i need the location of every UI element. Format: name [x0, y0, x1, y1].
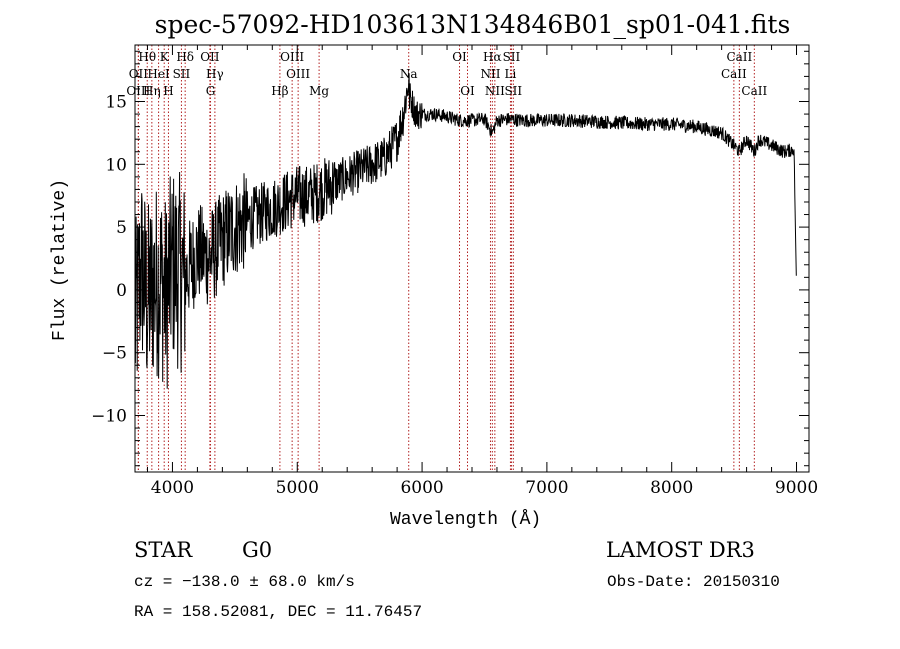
marker-label-OIII: OIII — [126, 84, 150, 98]
marker-label-Hδ: Hδ — [176, 50, 194, 64]
y-axis: −10 −5 0 5 10 15 — [91, 50, 809, 467]
spectrum-line — [134, 73, 797, 389]
marker-label-NII: NII — [485, 84, 505, 98]
marker-label-CaII: CaII — [721, 67, 747, 81]
marker-label-Hθ: Hθ — [138, 50, 156, 64]
marker-label-Hβ: Hβ — [271, 84, 288, 98]
marker-label-Na: Na — [400, 67, 418, 81]
marker-label-G: G — [206, 84, 216, 98]
marker-label-CaII: CaII — [741, 84, 767, 98]
x-axis-label: Wavelength (Å) — [390, 510, 542, 530]
marker-label-SII: SII — [173, 67, 191, 81]
x-tick-label-7000: 7000 — [525, 478, 568, 498]
y-tick-label-0: 0 — [116, 281, 127, 301]
y-axis-label: Flux (relative) — [50, 178, 70, 342]
y-tick-label--10: −10 — [91, 406, 127, 426]
marker-label-OI: OI — [460, 84, 475, 98]
marker-label-H: H — [163, 84, 173, 98]
marker-label-OI: OI — [452, 50, 467, 64]
marker-label-Hγ: Hγ — [206, 67, 224, 81]
marker-label-CaII: CaII — [726, 50, 752, 64]
marker-label-OII: OII — [200, 50, 220, 64]
x-tick-label-5000: 5000 — [276, 478, 319, 498]
marker-label-Hα: Hα — [483, 50, 502, 64]
marker-label-Mg: Mg — [309, 84, 329, 98]
marker-label-Li: Li — [505, 67, 517, 81]
x-tick-label-6000: 6000 — [400, 478, 443, 498]
y-tick-label-15: 15 — [105, 93, 127, 113]
x-tick-label-4000: 4000 — [151, 478, 194, 498]
coordinates: RA = 158.52081, DEC = 11.76457 — [134, 603, 423, 621]
survey-label: LAMOST DR3 — [606, 538, 755, 562]
spectral-subclass: G0 — [242, 538, 273, 562]
marker-label-OIII: OIII — [286, 67, 310, 81]
y-tick-label--5: −5 — [102, 344, 127, 364]
marker-label-K: K — [160, 50, 170, 64]
x-tick-label-8000: 8000 — [650, 478, 693, 498]
marker-label-Hη: Hη — [143, 84, 161, 98]
redshift-cz: cz = −138.0 ± 68.0 km/s — [134, 573, 355, 591]
x-axis: 4000 5000 6000 7000 8000 9000 — [146, 45, 818, 498]
x-tick-label-9000: 9000 — [775, 478, 818, 498]
marker-label-OII: OII — [129, 67, 149, 81]
y-tick-label-10: 10 — [105, 155, 127, 175]
chart-title: spec-57092-HD103613N134846B01_sp01-041.f… — [154, 10, 791, 39]
y-tick-label-5: 5 — [116, 218, 127, 238]
marker-label-HeI: HeI — [147, 67, 170, 81]
object-class: STAR — [134, 538, 193, 562]
marker-label-SII: SII — [503, 50, 521, 64]
marker-label-OIII: OIII — [280, 50, 304, 64]
obs-date: Obs-Date: 20150310 — [607, 573, 780, 591]
marker-label-NII: NII — [480, 67, 500, 81]
marker-label-SII: SII — [504, 84, 522, 98]
